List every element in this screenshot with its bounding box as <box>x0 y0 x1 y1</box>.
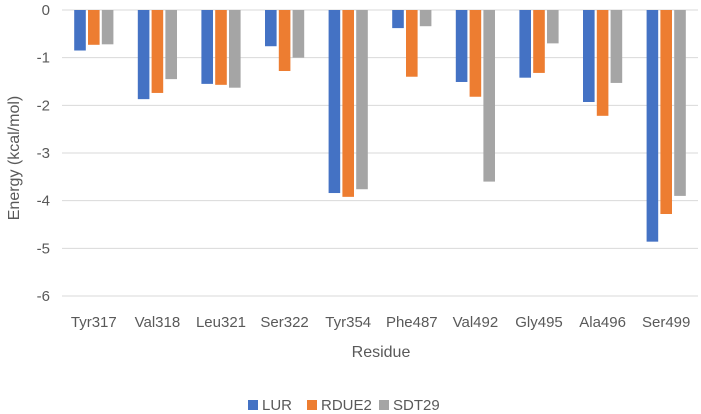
x-tick-label: Gly495 <box>515 314 563 331</box>
y-tick-label: -1 <box>37 50 50 67</box>
bar-lur-tyr354 <box>328 10 341 194</box>
bar-rdue2-ala496 <box>596 10 609 116</box>
y-tick-label: -5 <box>37 240 50 257</box>
x-tick-label: Ala496 <box>579 314 626 331</box>
legend-label-sdt29: SDT29 <box>393 397 440 414</box>
bar-lur-phe487 <box>392 10 404 29</box>
bar-lur-gly495 <box>519 10 531 78</box>
bar-lur-val492 <box>455 10 468 82</box>
y-tick-label: 0 <box>42 2 50 19</box>
x-tick-label: Val318 <box>135 314 181 331</box>
legend-swatch-sdt29 <box>379 400 389 410</box>
bar-sdt29-leu321 <box>229 10 241 88</box>
bar-rdue2-gly495 <box>533 10 545 73</box>
y-tick-labels: 0 -1 -2 -3 -4 -5 -6 <box>37 2 50 305</box>
bar-rdue2-ser322 <box>278 10 291 72</box>
y-tick-label: -6 <box>37 288 50 305</box>
legend-label-lur: LUR <box>262 397 292 414</box>
x-tick-label: Val492 <box>453 314 499 331</box>
bar-sdt29-val492 <box>483 10 495 182</box>
bar-sdt29-ser499 <box>674 10 686 196</box>
y-tick-label: -3 <box>37 145 50 162</box>
bar-rdue2-phe487 <box>406 10 418 77</box>
bar-sdt29-ser322 <box>292 10 305 58</box>
legend-swatch-rdue2 <box>307 400 317 410</box>
bar-lur-ala496 <box>583 10 595 102</box>
y-tick-label: -4 <box>37 193 50 210</box>
x-tick-label: Ser322 <box>260 314 308 331</box>
bar-lur-ser499 <box>646 10 659 242</box>
bars <box>74 10 686 242</box>
bar-sdt29-gly495 <box>547 10 559 44</box>
bar-rdue2-val318 <box>151 10 164 93</box>
bar-sdt29-ala496 <box>610 10 623 83</box>
legend-swatch-lur <box>248 400 258 410</box>
x-tick-labels: Tyr317 Val318 Leu321 Ser322 Tyr354 Phe487 Val4… <box>71 314 691 331</box>
bar-sdt29-tyr354 <box>356 10 368 190</box>
x-tick-label: Ser499 <box>642 314 690 331</box>
bar-lur-tyr317 <box>74 10 86 51</box>
x-axis-title: Residue <box>352 344 411 361</box>
legend: LUR RDUE2 SDT29 <box>248 397 440 414</box>
x-tick-label: Phe487 <box>386 314 438 331</box>
bar-rdue2-val492 <box>469 10 482 97</box>
y-axis-title: Energy (kcal/mol) <box>6 96 23 220</box>
legend-label-rdue2: RDUE2 <box>321 397 372 414</box>
bar-lur-leu321 <box>201 10 213 84</box>
bar-rdue2-tyr317 <box>88 10 100 45</box>
bar-rdue2-leu321 <box>215 10 227 85</box>
bar-sdt29-tyr317 <box>101 10 114 45</box>
x-tick-label: Tyr354 <box>325 314 371 331</box>
x-tick-label: Leu321 <box>196 314 246 331</box>
bar-sdt29-phe487 <box>419 10 432 27</box>
bar-sdt29-val318 <box>165 10 177 80</box>
bar-rdue2-ser499 <box>660 10 672 215</box>
bar-lur-ser322 <box>265 10 277 47</box>
bar-rdue2-tyr354 <box>342 10 354 197</box>
y-tick-label: -2 <box>37 97 50 114</box>
x-tick-label: Tyr317 <box>71 314 117 331</box>
bar-lur-val318 <box>137 10 150 100</box>
